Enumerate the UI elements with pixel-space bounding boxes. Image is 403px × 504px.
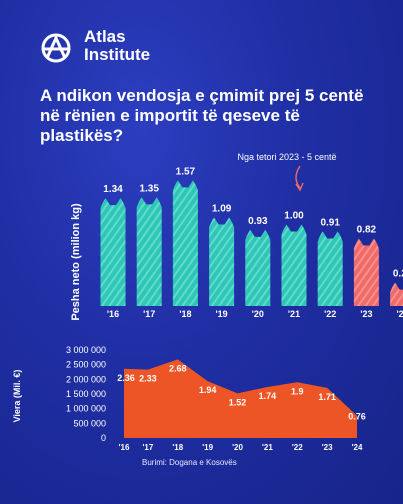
area-value-label: 1.94 <box>199 385 217 395</box>
area-x-tick-label: '24 <box>352 443 363 452</box>
bag-bar-20 <box>245 229 271 306</box>
area-value-label: 2.33 <box>139 374 157 384</box>
bag-bar-19 <box>209 217 235 306</box>
bag-bar-18 <box>172 180 198 306</box>
annotation-text: Nga tetori 2023 - 5 centë <box>237 152 336 162</box>
annotation-arrow-head <box>295 182 304 192</box>
page-title: A ndikon vendosja e çmimit prej 5 centë … <box>40 86 364 145</box>
area-value-label: 1.9 <box>291 386 304 396</box>
area-value-label: 2.36 <box>117 373 135 383</box>
bar-x-tick-label: '21 <box>288 309 300 319</box>
bar-value-label: 0.25 <box>393 269 403 280</box>
source-note: Burimi: Dogana e Kosovës <box>142 458 237 467</box>
bar-x-tick-label: '19 <box>216 309 228 319</box>
area-y-tick-label: 3 000 000 <box>66 345 106 355</box>
area-value-label: 0.76 <box>348 412 366 422</box>
bag-bar-16 <box>100 198 126 306</box>
area-y-tick-label: 500 000 <box>73 418 106 428</box>
bar-x-tick-label: '23 <box>360 309 372 319</box>
bar-value-label: 1.35 <box>139 183 159 194</box>
area-y-tick-label: 2 500 000 <box>66 360 106 370</box>
bar-value-label: 1.34 <box>103 184 123 195</box>
area-x-tick-label: '23 <box>322 443 333 452</box>
bag-bar-17 <box>136 197 162 306</box>
bag-bar-24 <box>390 282 403 306</box>
area-value-label: 1.74 <box>259 391 277 401</box>
area-x-tick-label: '22 <box>292 443 303 452</box>
atlas-logo-icon <box>41 33 71 63</box>
area-x-tick-label: '18 <box>172 443 183 452</box>
bar-x-tick-label: '20 <box>252 309 264 319</box>
bar-x-tick-label: '18 <box>179 309 191 319</box>
area-x-tick-label: '20 <box>232 443 243 452</box>
area-x-tick-label: '17 <box>142 443 153 452</box>
area-value-label: 2.68 <box>169 363 187 373</box>
area-y-axis-label: Viera (Mil. €) <box>12 370 22 423</box>
bag-bar-22 <box>317 231 343 306</box>
bag-bar-23 <box>353 238 379 306</box>
area-y-tick-label: 2 000 000 <box>66 374 106 384</box>
brand-line-2: Institute <box>84 45 151 64</box>
area-value-label: 1.71 <box>318 392 336 402</box>
brand-name: Atlas Institute <box>84 28 150 64</box>
bar-value-label: 0.82 <box>357 224 377 235</box>
area-x-tick-label: '16 <box>119 443 130 452</box>
area-y-tick-label: 1 500 000 <box>66 389 106 399</box>
bar-value-label: 1.57 <box>176 166 196 177</box>
bar-y-axis-label: Pesha neto (milion kg) <box>70 203 82 321</box>
area-y-tick-label: 0 <box>101 433 106 443</box>
bar-x-tick-label: '24 <box>397 309 403 319</box>
bar-value-label: 1.00 <box>284 211 304 222</box>
area-x-tick-label: '19 <box>202 443 213 452</box>
annotation-arrow <box>295 165 301 189</box>
area-value-label: 1.52 <box>229 397 247 407</box>
bar-x-tick-label: '22 <box>324 309 336 319</box>
area-x-tick-label: '21 <box>262 443 273 452</box>
bar-value-label: 0.91 <box>320 217 340 228</box>
brand-line-1: Atlas <box>84 27 126 46</box>
bar-value-label: 1.09 <box>212 204 232 215</box>
area-series <box>124 359 357 438</box>
bar-value-label: 0.93 <box>248 216 268 227</box>
bar-x-tick-label: '17 <box>143 309 155 319</box>
bag-bar-21 <box>281 224 307 306</box>
area-y-tick-label: 1 000 000 <box>66 404 106 414</box>
bar-x-tick-label: '16 <box>107 309 119 319</box>
